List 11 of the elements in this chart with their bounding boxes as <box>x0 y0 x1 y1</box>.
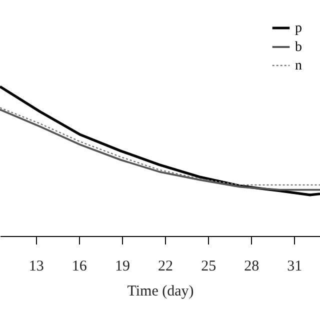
x-tick-label: 28 <box>244 258 260 274</box>
x-tick-label: 31 <box>287 258 302 274</box>
x-tick-label: 22 <box>158 258 174 274</box>
x-tick-label: 16 <box>72 258 88 274</box>
x-tick-label: 25 <box>201 258 216 274</box>
legend-label: n <box>295 58 302 74</box>
x-tick-label: 19 <box>114 258 130 274</box>
x-axis-title: Time (day) <box>127 284 194 300</box>
legend-label: p <box>295 21 302 36</box>
x-tick-label: 13 <box>28 258 44 274</box>
legend-label: b <box>295 40 302 55</box>
